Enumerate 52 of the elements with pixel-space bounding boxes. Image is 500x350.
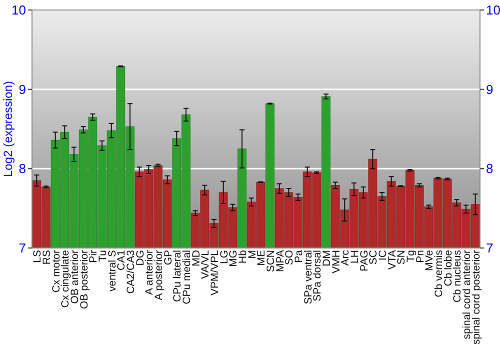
x-tick-label: DM xyxy=(321,250,333,266)
x-tick-label: M xyxy=(246,250,258,259)
x-tick-label: Tu xyxy=(97,250,109,262)
x-tick-label: SPa dorsal xyxy=(312,250,324,302)
x-tick-label: VPM/VPL xyxy=(209,250,221,296)
x-tick-label: spinal cord anterior xyxy=(461,249,473,340)
x-tick-label: Cx cingulate xyxy=(60,250,72,308)
x-tick-label: Cb nucleus xyxy=(452,250,464,303)
x-tick-label: SCN xyxy=(265,250,277,272)
x-tick-label: SO xyxy=(284,250,296,266)
x-tick-label: DG xyxy=(134,250,146,266)
x-tick-label: Cb vermis xyxy=(433,250,445,298)
x-tick-label: CA2/CA3 xyxy=(125,250,137,294)
x-tick-label: LG xyxy=(218,250,230,264)
x-tick-label: IC xyxy=(377,250,389,260)
x-tick-label: MPA xyxy=(274,250,286,272)
x-tick-label: SN xyxy=(396,250,408,265)
x-tick-label: VMH xyxy=(330,250,342,274)
x-tick-label: Pa xyxy=(293,250,305,263)
x-tick-label: LS xyxy=(32,250,44,263)
x-tick-label: Pir xyxy=(88,250,100,263)
x-tick-label: RS xyxy=(41,250,53,265)
x-tick-label: SC xyxy=(368,250,380,265)
x-tick-label: Cb lobe xyxy=(442,250,454,286)
x-tick-label: Arc xyxy=(340,250,352,266)
x-tick-label: VA/VL xyxy=(200,250,212,279)
x-tick-label: A anterior xyxy=(144,250,156,295)
x-tick-label: ventral S xyxy=(106,250,118,292)
x-tick-label: OB anterior xyxy=(69,250,81,304)
x-tick-label: Tg xyxy=(405,250,417,262)
x-tick-label: CA1 xyxy=(116,250,128,270)
x-tick-label: ME xyxy=(256,250,268,266)
y-axis-title: Log2 (expression) xyxy=(1,80,15,178)
x-tick-label: PAG xyxy=(358,250,370,272)
x-tick-label: Hb xyxy=(237,250,249,264)
y2-tick-label: 7 xyxy=(486,240,494,256)
y-tick-label: 10 xyxy=(12,2,26,18)
x-tick-label: OB posterior xyxy=(78,250,90,309)
x-tick-label: CPu medial xyxy=(181,250,193,304)
x-tick-label: VTA xyxy=(386,250,398,270)
x-tick-label: A posterior xyxy=(153,250,165,300)
x-tick-label: LH xyxy=(349,250,361,264)
x-tick-label: MVe xyxy=(424,250,436,272)
y-tick-label: 7 xyxy=(18,240,26,256)
y2-tick-label: 9 xyxy=(486,82,494,97)
y-tick-label: 9 xyxy=(18,82,26,97)
y2-tick-label: 8 xyxy=(486,161,494,176)
x-tick-label: MD xyxy=(190,250,202,266)
x-tick-label: GP xyxy=(162,250,174,266)
y2-tick-label: 10 xyxy=(486,2,500,18)
x-tick-label: spinal cord posterior xyxy=(470,249,482,345)
y-tick-label: 8 xyxy=(18,161,26,176)
